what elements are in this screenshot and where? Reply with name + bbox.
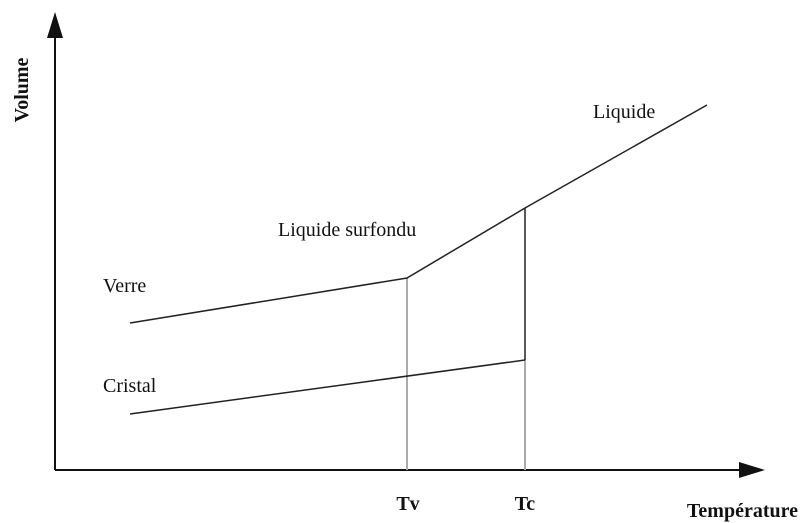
- tv-label: Tv: [396, 493, 419, 515]
- tc-label: Tc: [515, 493, 536, 515]
- crystal-curve: [129, 359, 526, 415]
- liquid-label: Liquide: [593, 101, 655, 123]
- glass-liquid-curve: [129, 104, 708, 324]
- y-arrow: [47, 12, 63, 38]
- y-label: Volume: [11, 57, 33, 122]
- x-arrow: [739, 462, 765, 478]
- x-label: Température: [687, 500, 798, 522]
- glass-label: Verre: [103, 275, 146, 297]
- crystal-label: Cristal: [103, 375, 157, 397]
- supercooled-label: Liquide surfondu: [278, 219, 416, 241]
